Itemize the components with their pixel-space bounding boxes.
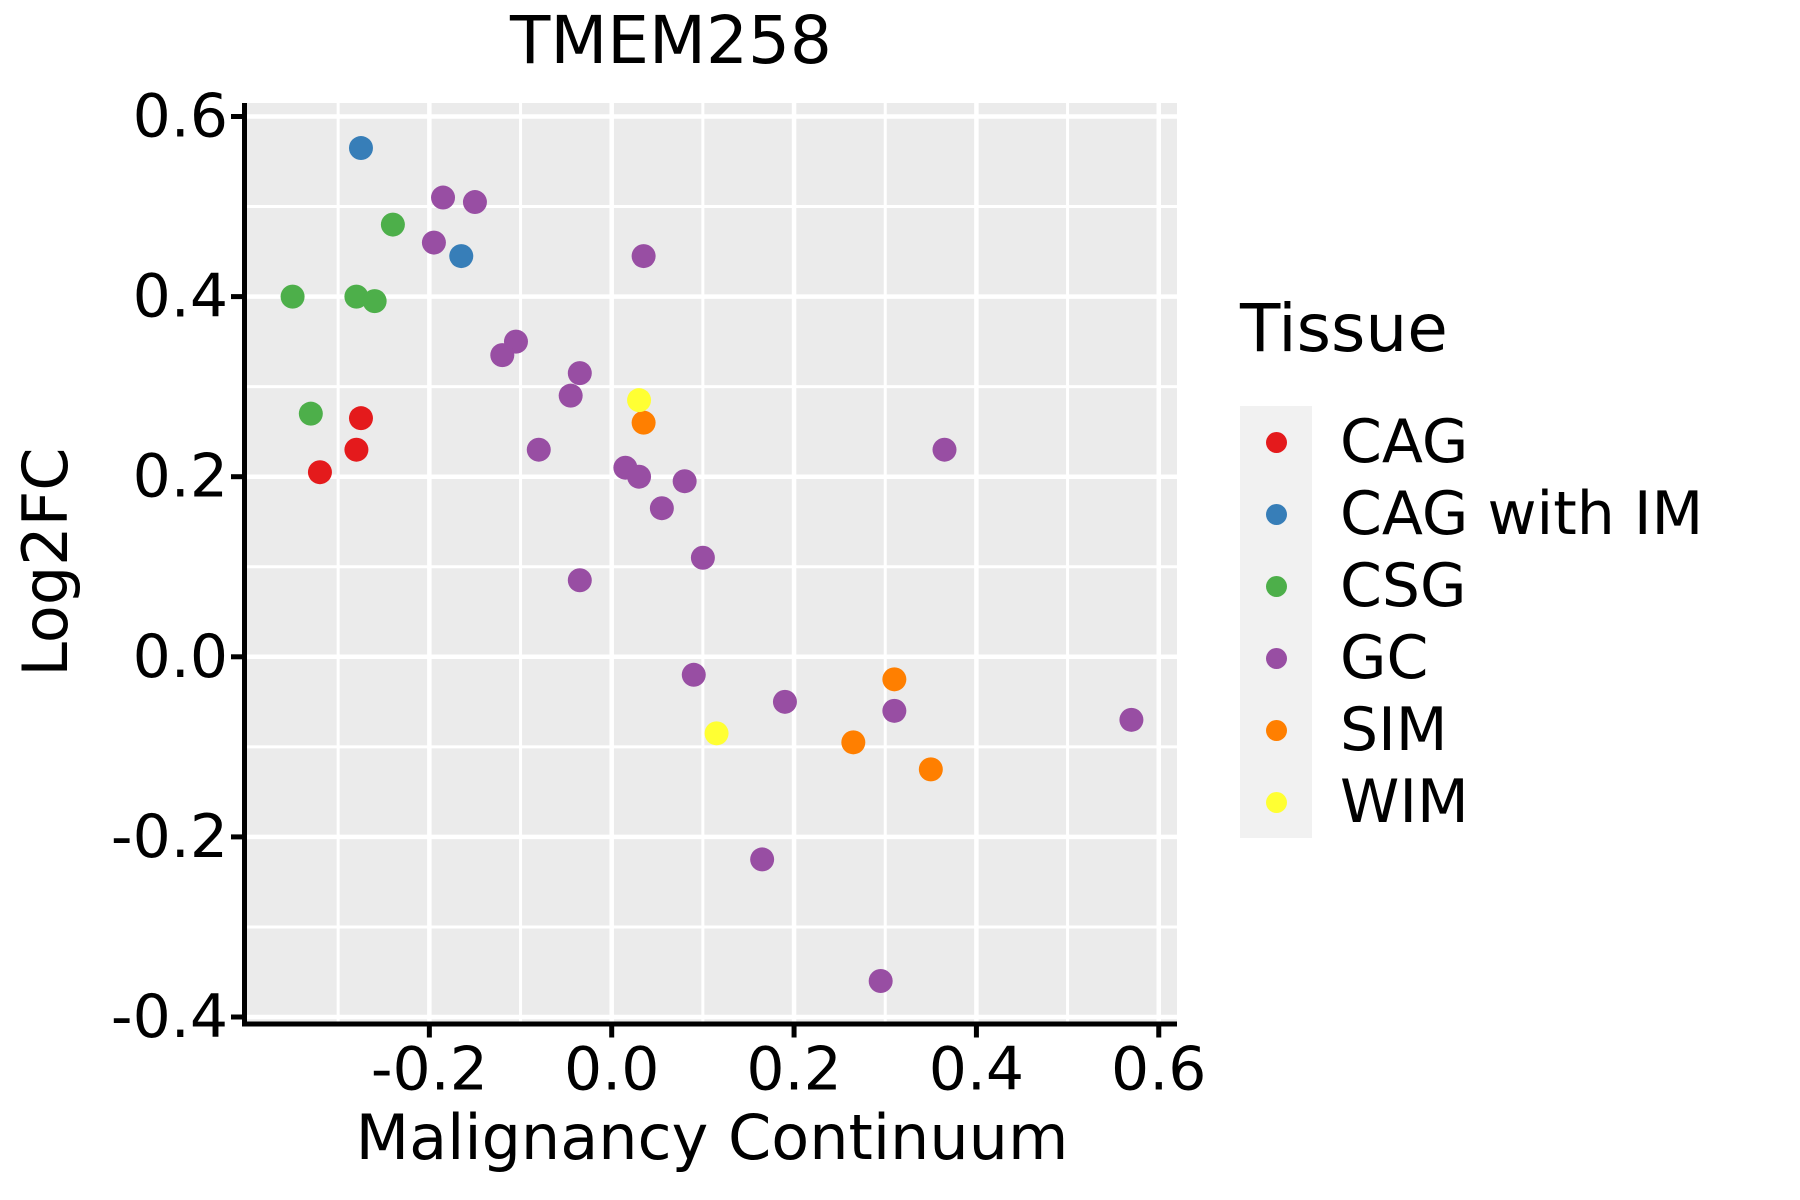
data-point-gc [690,545,715,570]
legend-item-sim: SIM [1240,694,1703,766]
y-tick-label: 0.2 [133,442,228,512]
data-point-csg [362,289,387,314]
x-tick-label: -0.2 [371,1035,488,1105]
legend-dot [1265,503,1287,525]
legend-item-csg: CSG [1240,550,1703,622]
y-tick-label: -0.2 [111,802,228,872]
legend-item-gc: GC [1240,622,1703,694]
data-point-gc [932,437,957,462]
data-point-cag [307,460,332,485]
legend-dot [1265,791,1287,813]
legend-item-label: GC [1340,623,1429,693]
data-point-sim [882,667,907,692]
legend-key [1240,766,1312,838]
data-point-gc [558,383,583,408]
legend-dot [1265,719,1287,741]
x-tick-label: 0.2 [746,1035,841,1105]
legend-item-label: WIM [1340,767,1469,837]
data-point-csg [298,401,323,426]
data-point-gc [681,662,706,687]
data-point-csg [380,212,405,237]
data-point-gc [631,244,656,269]
legend-key [1240,550,1312,622]
data-point-csg [280,284,305,309]
legend: Tissue CAG CAG with IM CSG GC SIM WIM [1240,296,1703,838]
data-point-wim [704,721,729,746]
legend-key [1240,622,1312,694]
data-point-gc [627,464,652,489]
data-point-gc [772,689,797,714]
data-point-cag [344,437,369,462]
legend-key [1240,478,1312,550]
legend-dot [1265,647,1287,669]
legend-items: CAG CAG with IM CSG GC SIM WIM [1240,406,1703,838]
data-point-gc [868,968,893,993]
legend-title: Tissue [1240,290,1448,367]
data-point-cag [348,406,373,431]
legend-key [1240,406,1312,478]
legend-dot [1265,575,1287,597]
data-point-gc [672,469,697,494]
data-point-cag-with-im [449,244,474,269]
data-point-csg [344,284,369,309]
legend-item-label: CAG [1340,407,1469,477]
chart-title: TMEM258 [510,2,832,79]
data-point-gc [750,847,775,872]
legend-item-label: SIM [1340,695,1448,765]
legend-item-label: CSG [1340,551,1467,621]
legend-item-wim: WIM [1240,766,1703,838]
data-point-gc [431,185,456,210]
data-point-gc [567,568,592,593]
data-point-gc [567,361,592,386]
data-point-sim [631,410,656,435]
x-tick-label: 0.4 [929,1035,1024,1105]
data-point-gc [462,190,487,215]
data-point-gc [1119,707,1144,732]
data-point-sim [841,730,866,755]
y-tick-label: 0.6 [133,82,228,152]
x-tick-label: 0.6 [1111,1035,1206,1105]
y-tick-label: 0.0 [133,622,228,692]
data-point-wim [627,388,652,413]
y-axis-label: Log2FC [9,447,82,677]
x-tick-label: 0.0 [564,1035,659,1105]
data-point-cag-with-im [348,136,373,161]
legend-key [1240,694,1312,766]
legend-dot [1265,431,1287,453]
x-axis-label: Malignancy Continuum [355,1101,1069,1174]
data-point-gc [649,496,674,521]
data-point-gc [490,343,515,368]
data-point-sim [918,757,943,782]
data-point-gc [882,698,907,723]
data-point-gc [526,437,551,462]
y-tick-label: -0.4 [111,982,228,1052]
legend-item-cag-with-im: CAG with IM [1240,478,1703,550]
data-point-gc [421,230,446,255]
legend-item-label: CAG with IM [1340,479,1704,549]
y-tick-label: 0.4 [133,262,228,332]
legend-item-cag: CAG [1240,406,1703,478]
